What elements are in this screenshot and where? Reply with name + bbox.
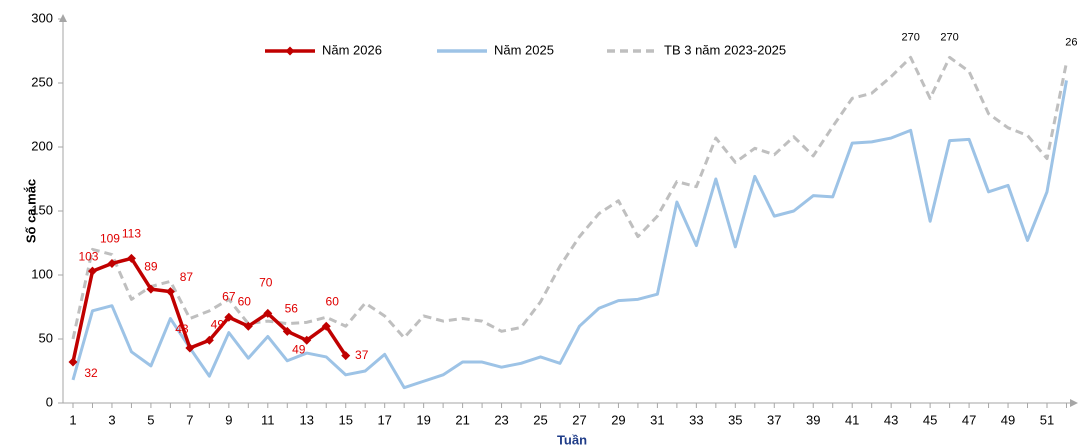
x-tick-label: 7 [186, 412, 193, 427]
value-label: 89 [144, 259, 158, 273]
x-tick-label: 11 [261, 412, 275, 427]
series-line [71, 55, 1068, 340]
x-tick-label: 23 [494, 412, 508, 427]
legend-label: Năm 2026 [322, 42, 382, 57]
y-tick-label: 200 [31, 138, 53, 153]
x-tick-label: 27 [572, 412, 586, 427]
x-tick-label: 39 [806, 412, 820, 427]
y-tick-label: 0 [46, 394, 53, 409]
x-tick-label: 25 [533, 412, 547, 427]
value-label: 60 [326, 294, 340, 308]
legend-label: Năm 2025 [494, 42, 554, 57]
marker [263, 308, 273, 318]
value-label: 70 [259, 276, 273, 290]
x-tick-label: 21 [455, 412, 469, 427]
y-tick-label: 150 [31, 202, 53, 217]
value-label: 103 [78, 249, 98, 263]
x-tick-label: 19 [416, 412, 430, 427]
marker [165, 287, 175, 297]
marker [321, 321, 331, 331]
value-label: 266 [1065, 36, 1078, 48]
x-tick-label: 9 [225, 412, 232, 427]
y-tick-label: 50 [39, 330, 53, 345]
value-label: 37 [355, 348, 369, 362]
legend-marker [285, 46, 295, 56]
value-label: 56 [285, 301, 299, 315]
x-tick-label: 1 [69, 412, 76, 427]
y-tick-label: 100 [31, 266, 53, 281]
marker [126, 253, 136, 263]
marker [302, 335, 312, 345]
marker [341, 351, 351, 361]
x-tick-label: 49 [1001, 412, 1015, 427]
value-label: 270 [901, 31, 919, 43]
x-tick-label: 47 [962, 412, 976, 427]
legend-label: TB 3 năm 2023-2025 [664, 42, 786, 57]
marker [243, 321, 253, 331]
series-line [71, 80, 1068, 390]
x-tick-label: 17 [377, 412, 391, 427]
y-axis-arrow [59, 14, 67, 22]
value-label: 49 [292, 342, 306, 356]
marker [146, 284, 156, 294]
value-label: 32 [84, 366, 98, 380]
y-axis-label: Số ca mắc [23, 179, 38, 243]
value-label: 49 [211, 317, 225, 331]
value-label: 60 [238, 294, 252, 308]
x-tick-label: 35 [728, 412, 742, 427]
value-label: 113 [122, 227, 141, 241]
value-label: 270 [940, 31, 958, 43]
x-tick-label: 45 [923, 412, 937, 427]
x-tick-label: 41 [845, 412, 859, 427]
marker [224, 312, 234, 322]
marker [87, 266, 97, 276]
value-label: 87 [180, 270, 194, 284]
x-tick-label: 33 [689, 412, 703, 427]
marker [107, 258, 117, 268]
legend-item: Năm 2026 [265, 42, 382, 57]
x-axis-arrow [1070, 399, 1078, 407]
x-tick-label: 31 [650, 412, 664, 427]
value-label: 67 [222, 289, 236, 303]
x-tick-label: 37 [767, 412, 781, 427]
x-tick-label: 3 [108, 412, 115, 427]
value-label: 109 [100, 232, 120, 246]
x-tick-label: 43 [884, 412, 898, 427]
value-label: 43 [175, 322, 189, 336]
marker [204, 335, 214, 345]
marker [282, 326, 292, 336]
y-tick-label: 300 [31, 10, 53, 25]
x-tick-label: 5 [147, 412, 154, 427]
y-tick-label: 250 [31, 74, 53, 89]
marker [68, 357, 78, 367]
x-tick-label: 13 [300, 412, 314, 427]
legend-item: TB 3 năm 2023-2025 [607, 42, 786, 57]
marker [185, 343, 195, 353]
x-tick-label: 51 [1040, 412, 1054, 427]
x-tick-label: 15 [338, 412, 352, 427]
legend-item: Năm 2025 [437, 42, 554, 57]
x-tick-label: 29 [611, 412, 625, 427]
x-axis-label: Tuần [557, 432, 587, 447]
